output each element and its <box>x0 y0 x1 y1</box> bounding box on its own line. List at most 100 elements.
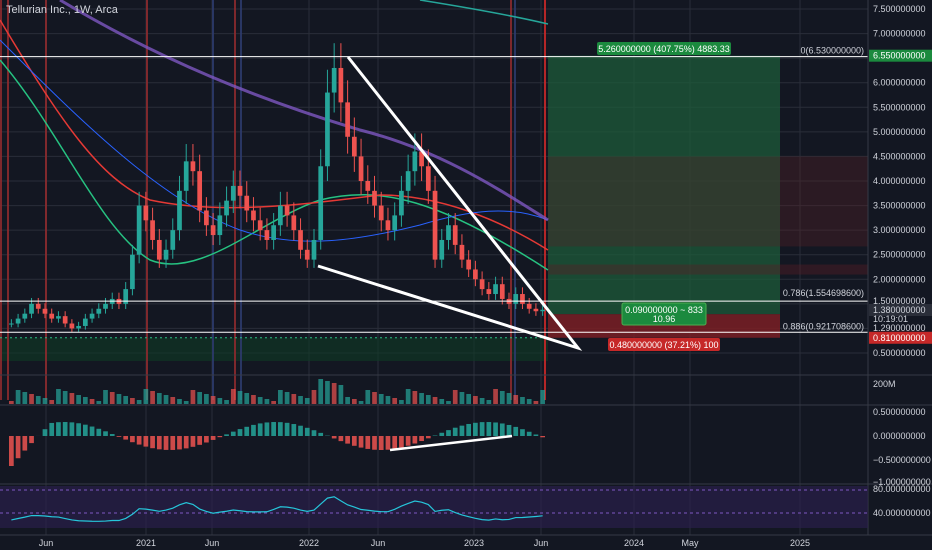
candle-body <box>278 205 283 226</box>
candle-body <box>452 225 458 245</box>
volume-bar <box>446 401 451 404</box>
volume-bar <box>520 397 525 404</box>
macd-histogram-bar <box>109 434 115 436</box>
time-axis-bg <box>0 536 932 550</box>
fib-label-886: 0.886(0.921708600) <box>783 321 864 331</box>
event-marker <box>146 0 148 400</box>
price-tick-label: 0.500000000 <box>873 348 926 358</box>
macd-histogram-bar <box>392 436 398 449</box>
candle-body <box>331 67 337 93</box>
macd-histogram-bar <box>177 436 182 450</box>
ma-line-green <box>0 59 549 271</box>
macd-histogram-bar <box>412 436 418 444</box>
time-axis-label: 2021 <box>136 538 156 548</box>
volume-bar <box>150 391 155 404</box>
macd-histogram-bar <box>338 436 344 442</box>
macd-histogram-bar <box>49 422 55 436</box>
price-tick-label: 4.500000000 <box>873 151 926 161</box>
volume-bar <box>15 390 21 404</box>
macd-histogram-bar <box>466 423 472 436</box>
macd-histogram-bar <box>62 422 68 436</box>
candle-body <box>304 249 310 260</box>
volume-bar <box>365 390 371 404</box>
volume-bar <box>499 391 505 404</box>
volume-bar <box>35 396 41 404</box>
candle-body <box>257 220 263 231</box>
candle-body <box>183 161 189 191</box>
macd-histogram-bar <box>311 430 317 436</box>
candle-body <box>190 161 196 172</box>
macd-histogram-bar <box>351 436 357 446</box>
macd-histogram-bar <box>123 436 129 440</box>
macd-histogram-bar <box>526 431 532 436</box>
time-axis-label: 2023 <box>464 538 484 548</box>
volume-bar <box>345 397 350 404</box>
volume-bar <box>244 393 250 404</box>
macd-histogram-bar <box>372 436 377 450</box>
candle-body <box>439 239 445 260</box>
macd-histogram-bar <box>264 422 270 436</box>
volume-bar <box>506 393 512 404</box>
price-tick-label: 1.380000000 <box>873 305 926 315</box>
candle-body <box>486 289 492 295</box>
macd-histogram-bar <box>304 427 310 436</box>
volume-bar <box>473 396 478 404</box>
candle-body <box>130 254 135 290</box>
time-axis-label: 2024 <box>624 538 644 548</box>
macd-histogram-bar <box>284 422 290 436</box>
event-marker <box>0 0 2 400</box>
price-tick-label: 5.500000000 <box>873 102 926 112</box>
volume-bar <box>318 379 324 404</box>
candle-body <box>150 220 155 240</box>
macd-histogram-bar <box>116 436 122 437</box>
candle-body <box>49 313 55 319</box>
macd-tick-label: 0.500000000 <box>873 407 926 417</box>
candle-body <box>351 136 357 157</box>
volume-bar <box>513 395 519 404</box>
candle-body <box>385 220 391 231</box>
macd-histogram-bar <box>385 436 391 450</box>
ma-line-teal <box>419 0 549 25</box>
volume-bar <box>49 400 55 404</box>
candle-body <box>177 190 182 231</box>
candle-body <box>210 225 216 236</box>
price-tag <box>869 49 932 62</box>
price-tag <box>869 304 932 316</box>
macd-histogram-bar <box>446 430 451 436</box>
volume-bar <box>486 400 492 404</box>
volume-bar <box>264 399 270 404</box>
macd-histogram-bar <box>345 436 350 444</box>
volume-bar <box>197 392 203 404</box>
volume-bar <box>493 389 498 404</box>
volume-bar <box>358 401 364 404</box>
candle-body <box>163 249 169 260</box>
macd-histogram-bar <box>533 434 539 436</box>
event-marker <box>544 0 546 400</box>
volume-bar <box>351 399 357 404</box>
volume-bar <box>89 399 95 404</box>
candle-body <box>378 205 384 221</box>
volume-bar <box>210 396 216 404</box>
volume-bar <box>432 397 438 404</box>
falling-wedge <box>317 56 583 351</box>
macd-histogram-bar <box>9 436 14 466</box>
candle-body <box>237 185 243 196</box>
volume-bar <box>298 396 303 404</box>
volume-bar <box>311 390 317 404</box>
price-tick-label: 4.000000000 <box>873 176 926 186</box>
volume-bar <box>325 381 330 404</box>
macd-tick-label: 0.000000000 <box>873 431 926 441</box>
volume-bar <box>224 400 229 404</box>
rsi-tick-label: 40.000000000 <box>873 508 931 518</box>
price-tick-label: 1.500000000 <box>873 296 926 306</box>
volume-bar <box>123 396 129 404</box>
candle-body <box>446 225 451 240</box>
candle-body <box>251 210 256 221</box>
macd-histogram-bar <box>224 434 229 436</box>
macd-histogram-bar <box>130 436 135 443</box>
macd-histogram-bar <box>183 436 189 449</box>
candle-body <box>405 171 411 191</box>
price-tick-label: 3.000000000 <box>873 225 926 235</box>
volume-bar <box>130 398 135 404</box>
